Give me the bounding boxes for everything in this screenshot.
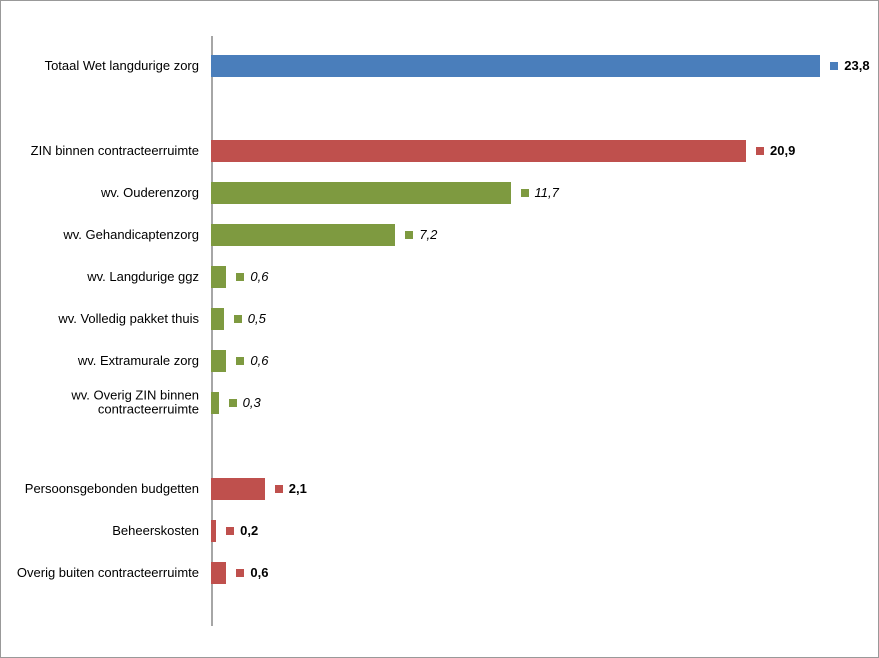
category-label: Persoonsgebonden budgetten (1, 482, 211, 496)
bar (211, 182, 511, 204)
legend-marker (275, 485, 283, 493)
legend-marker (234, 315, 242, 323)
value-label: 0,5 (248, 311, 266, 326)
bar (211, 392, 219, 414)
category-label: wv. Extramurale zorg (1, 354, 211, 368)
bar (211, 520, 216, 542)
legend-marker (405, 231, 413, 239)
bar-row: wv. Gehandicaptenzorg 7,2 (1, 224, 861, 246)
legend-marker (226, 527, 234, 535)
value-label: 20,9 (770, 143, 795, 158)
legend-marker (236, 357, 244, 365)
bar (211, 350, 226, 372)
plot-area: Totaal Wet langdurige zorg23,8ZIN binnen… (211, 36, 851, 626)
category-label: wv. Gehandicaptenzorg (1, 228, 211, 242)
value-label: 0,6 (250, 353, 268, 368)
value-label: 23,8 (844, 58, 869, 73)
category-label: wv. Langdurige ggz (1, 270, 211, 284)
bar (211, 224, 395, 246)
bar-row: wv. Overig ZIN binnen contracteerruimte0… (1, 392, 861, 414)
value-label: 0,6 (250, 565, 268, 580)
category-label: wv. Volledig pakket thuis (1, 312, 211, 326)
value-label: 2,1 (289, 481, 307, 496)
bar (211, 266, 226, 288)
value-label: 0,6 (250, 269, 268, 284)
value-label: 0,3 (243, 395, 261, 410)
legend-marker (236, 569, 244, 577)
legend-marker (521, 189, 529, 197)
bar-row: wv. Extramurale zorg 0,6 (1, 350, 861, 372)
bar (211, 140, 746, 162)
legend-marker (236, 273, 244, 281)
bar-row: Overig buiten contracteerruimte 0,6 (1, 562, 861, 584)
category-label: Totaal Wet langdurige zorg (1, 59, 211, 73)
bar (211, 562, 226, 584)
bar-row: Beheerskosten 0,2 (1, 520, 861, 542)
category-label: wv. Ouderenzorg (1, 186, 211, 200)
bar-row: wv. Ouderenzorg 11,7 (1, 182, 861, 204)
value-label: 7,2 (419, 227, 437, 242)
bar (211, 55, 820, 77)
category-label: Beheerskosten (1, 524, 211, 538)
bar-row: Persoonsgebonden budgetten 2,1 (1, 478, 861, 500)
bar (211, 308, 224, 330)
bar (211, 478, 265, 500)
value-label: 0,2 (240, 523, 258, 538)
bar-row: Totaal Wet langdurige zorg23,8 (1, 55, 861, 77)
legend-marker (229, 399, 237, 407)
value-label: 11,7 (535, 185, 559, 200)
chart-frame: Totaal Wet langdurige zorg23,8ZIN binnen… (0, 0, 879, 658)
bar-row: wv. Volledig pakket thuis 0,5 (1, 308, 861, 330)
legend-marker (756, 147, 764, 155)
category-label: ZIN binnen contracteerruimte (1, 144, 211, 158)
category-label: wv. Overig ZIN binnen contracteerruimte (1, 389, 211, 418)
bar-row: wv. Langdurige ggz 0,6 (1, 266, 861, 288)
legend-marker (830, 62, 838, 70)
bar-row: ZIN binnen contracteerruimte 20,9 (1, 140, 861, 162)
category-label: Overig buiten contracteerruimte (1, 566, 211, 580)
